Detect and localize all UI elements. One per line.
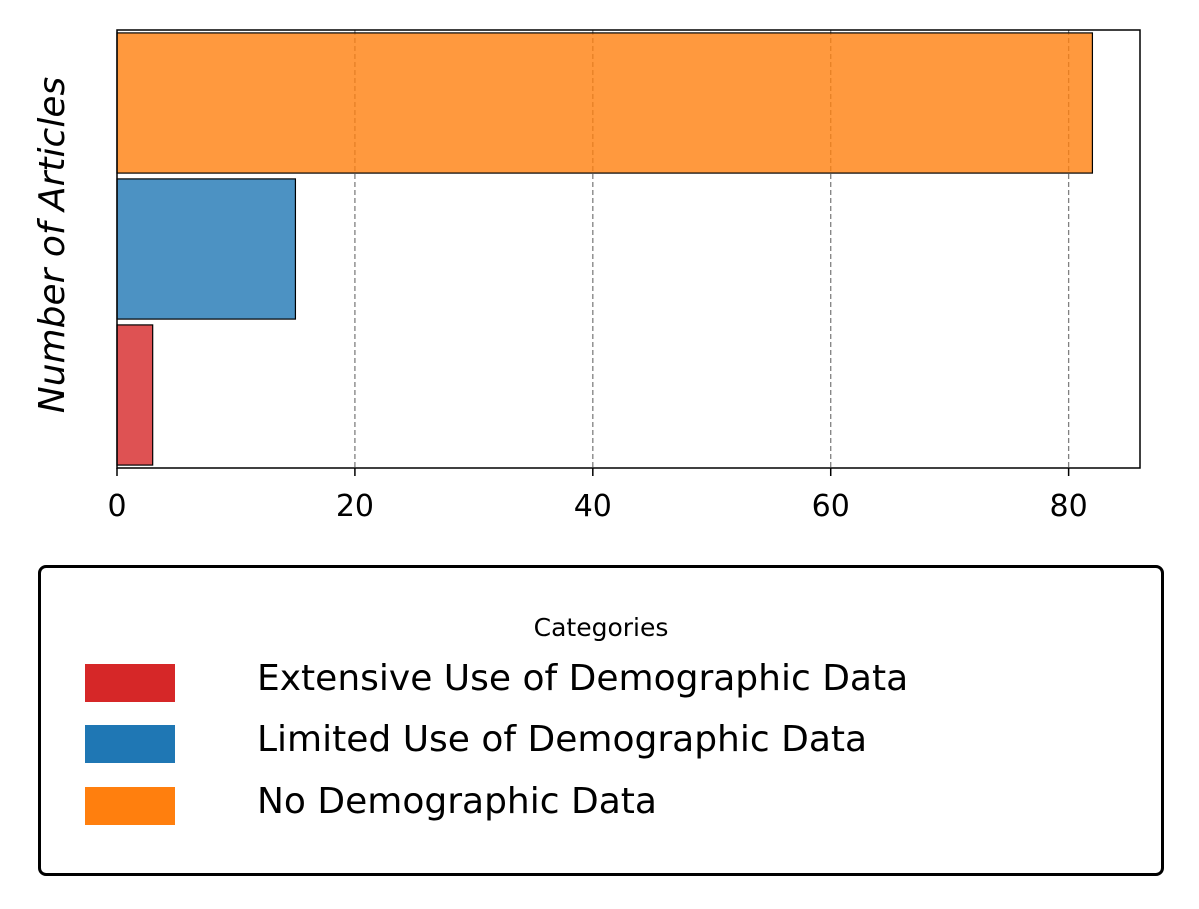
x-tick-label-0: 0 [107, 489, 126, 524]
x-tick-label-60: 60 [812, 489, 850, 524]
legend-label-none: No Demographic Data [257, 781, 657, 822]
bar-limited-use-of-demographic-data [116, 178, 297, 320]
legend-label-limited: Limited Use of Demographic Data [257, 719, 868, 760]
axes-frame [116, 29, 1141, 469]
legend: Categories Extensive Use of Demographic … [38, 565, 1164, 876]
legend-title: Categories [533, 613, 669, 642]
x-tick-label-80: 80 [1050, 489, 1088, 524]
bars [116, 32, 1094, 466]
bar-extensive-use-of-demographic-data [116, 324, 154, 466]
legend-swatch-limited [85, 725, 175, 763]
legend-swatch-none [85, 787, 175, 825]
x-tick-label-40: 40 [574, 489, 612, 524]
legend-swatch-extensive [85, 664, 175, 702]
bar-no-demographic-data [116, 32, 1094, 174]
bar-chart: 0 20 40 60 80 Number of Articles [32, 29, 1141, 524]
legend-label-extensive: Extensive Use of Demographic Data [257, 658, 909, 699]
y-axis-label: Number of Articles [32, 77, 73, 413]
x-tick-label-20: 20 [336, 489, 374, 524]
x-ticks: 0 20 40 60 80 [107, 468, 1088, 524]
